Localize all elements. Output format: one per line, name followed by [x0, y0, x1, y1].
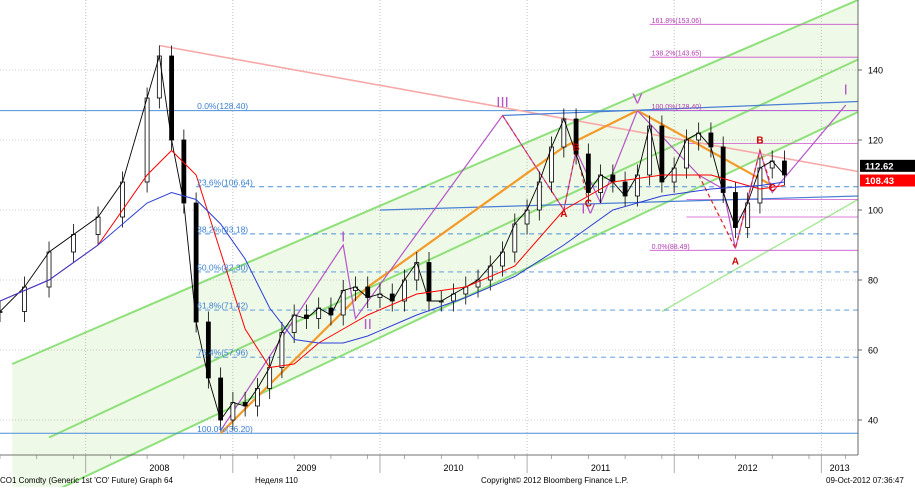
- axes-layer: 40 60 80 100 120 140 2008 2009 2010 2011 2012 2013 1…: [0, 0, 915, 473]
- price-close-line: [0, 55, 785, 422]
- wave-label: A: [732, 256, 739, 267]
- x-tick-label: 2008: [149, 463, 169, 473]
- wave-label: C: [769, 183, 776, 194]
- resistance-line: [502, 100, 859, 117]
- level-labels-layer: 0.0%(128.40) 23.6%(106.64) 38.2%(93.18) 50.…: [197, 18, 701, 434]
- moving-average-line: [0, 181, 785, 344]
- price-badge-label: 108.43: [865, 176, 894, 187]
- channel-upper-line: [11, 0, 859, 365]
- fib-retracement-label: 50.0%(82.30): [197, 262, 248, 272]
- trend-channel-fill: [12, 0, 858, 492]
- footer-timestamp: 09-Oct-2012 07:36:47: [826, 476, 904, 485]
- support-line: [379, 195, 859, 211]
- wave-label: C: [585, 199, 592, 210]
- moving-average-line: [0, 149, 785, 369]
- footer-copyright: Copyright© 2012 Bloomberg Finance L.P.: [481, 476, 629, 485]
- price-candle: [0, 311, 3, 313]
- corrective-leg-2: [698, 148, 773, 251]
- fib-extension-label: 138.2%(143.65): [652, 51, 702, 58]
- fib-retracement-label: 61.8%(71.42): [197, 301, 248, 311]
- price-candle: [71, 234, 76, 253]
- price-candle: [46, 251, 52, 288]
- channel-lower-line: [50, 111, 859, 492]
- wave-label: III: [496, 94, 509, 111]
- y-tick-label: 120: [868, 136, 883, 146]
- footer-bar: CO1 Comdty (Generic 1st 'CO' Future) Gra…: [0, 475, 915, 487]
- price-badge-label: 112.62: [865, 161, 894, 172]
- wave-label: B: [756, 136, 763, 147]
- price-badge: [860, 159, 915, 172]
- price-candle: [95, 216, 101, 235]
- fib-retracement-label: 0.0%(128.40): [197, 101, 248, 111]
- y-axis-background: [858, 0, 915, 455]
- fib-retracement-label: 100.0%(36.20): [197, 424, 253, 434]
- wave-label: I: [341, 229, 345, 246]
- fib-retracement-label: 38.2%(93.18): [197, 224, 248, 234]
- fib-extension-label: 100.0%(128.40): [652, 104, 702, 111]
- y-tick-label: 100: [868, 206, 883, 216]
- x-tick-label: 2011: [591, 463, 610, 473]
- fib-extension-label: 161.8%(153.06): [652, 18, 702, 25]
- wave-label: A: [560, 209, 567, 220]
- fib-retracement-label: 23.6%(106.64): [197, 177, 253, 187]
- corrective-leg-1: [502, 115, 589, 212]
- channel-middle-line: [48, 58, 859, 439]
- series-layer: [0, 45, 787, 431]
- price-badge: [860, 174, 915, 187]
- wave-label: B: [572, 143, 579, 154]
- y-tick-label: 40: [868, 416, 878, 426]
- wave-label: V: [632, 90, 642, 107]
- x-tick-label: 2012: [738, 463, 758, 473]
- footer-ticker: CO1 Comdty (Generic 1st 'CO' Future) Gra…: [0, 476, 173, 485]
- wave-label: II: [364, 316, 372, 333]
- y-tick-label: 140: [868, 66, 883, 76]
- trend-channel-layer: [11, 0, 859, 492]
- x-tick-label: 2009: [296, 463, 316, 473]
- y-tick-label: 80: [868, 276, 878, 286]
- fib-retracement-label: 76.4%(57.96): [197, 348, 248, 358]
- channel-extra-line: [661, 198, 859, 313]
- x-tick-label: 2010: [443, 463, 463, 473]
- fib-extension-label: 0.0%(88.49): [652, 244, 690, 251]
- footer-period: Неделя 110: [255, 476, 298, 485]
- downtrend-line: [159, 44, 859, 173]
- y-tick-label: 60: [868, 346, 878, 356]
- price-candle: [144, 97, 150, 183]
- wave-label: I: [844, 82, 848, 99]
- wave-label: IV: [581, 201, 595, 218]
- x-tick-label: 2013: [830, 463, 850, 473]
